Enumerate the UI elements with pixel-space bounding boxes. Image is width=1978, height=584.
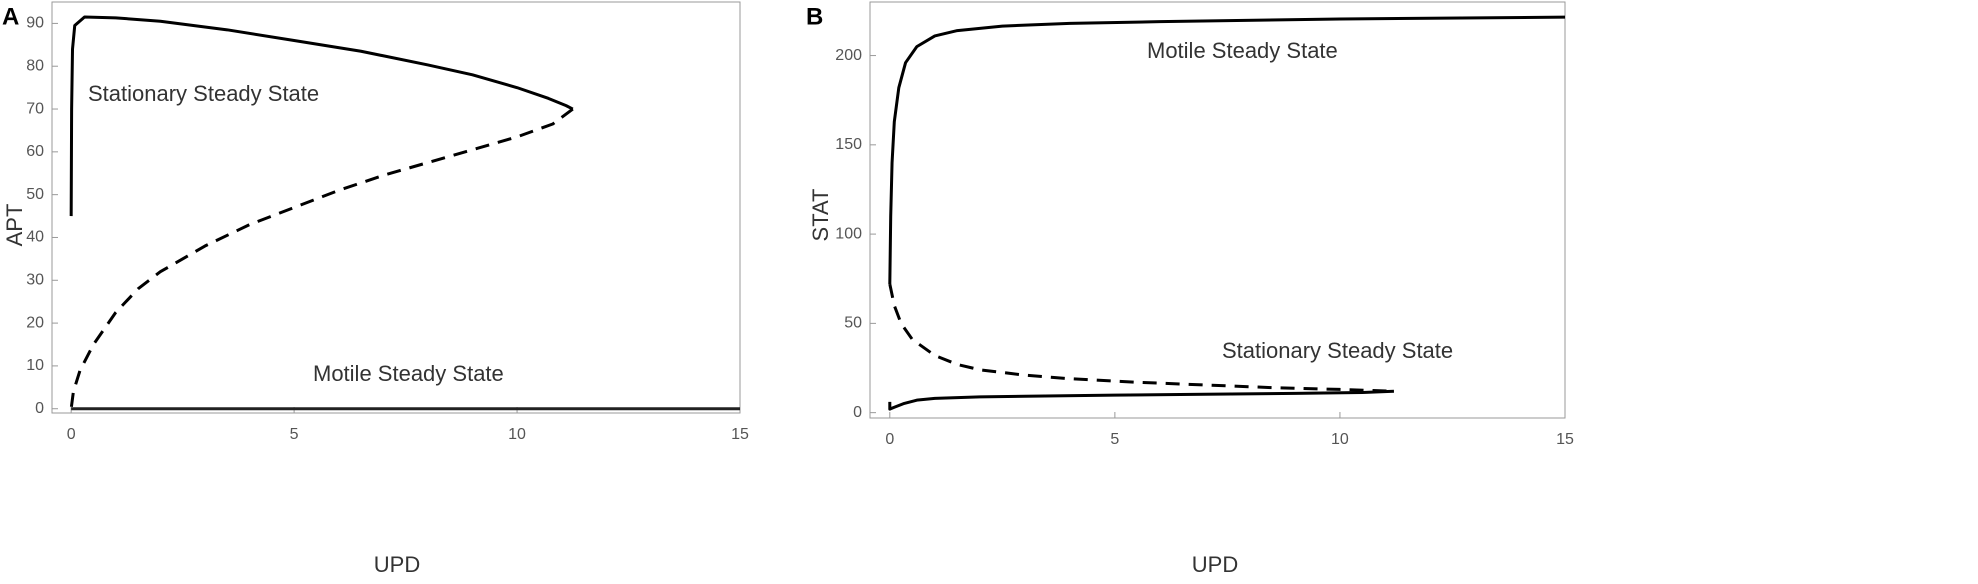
y-tick-label: 60: [26, 143, 44, 160]
x-tick-label: 15: [1556, 431, 1574, 448]
curve: [888, 389, 1395, 411]
x-axis-label: UPD: [374, 552, 420, 577]
plot-frame: [51, 1, 741, 414]
x-tick-label: 0: [67, 426, 76, 443]
panel-label: A: [2, 3, 19, 30]
curve: [888, 283, 1394, 393]
annotation: Motile Steady State: [1147, 38, 1338, 63]
y-tick-label: 0: [853, 404, 862, 421]
plot-frame: [869, 1, 1566, 419]
y-tick-label: 150: [835, 136, 862, 153]
y-tick-label: 10: [26, 357, 44, 374]
y-tick-label: 50: [844, 315, 862, 332]
annotation: Motile Steady State: [313, 361, 504, 386]
y-tick-label: 40: [26, 229, 44, 246]
curve: [69, 107, 574, 409]
x-tick-label: 10: [1331, 431, 1349, 448]
panel-label: B: [806, 3, 823, 30]
y-tick-label: 200: [835, 47, 862, 64]
x-tick-label: 15: [731, 426, 749, 443]
annotation: Stationary Steady State: [88, 81, 319, 106]
y-tick-label: 0: [35, 400, 44, 417]
y-tick-label: 50: [26, 186, 44, 203]
x-axis-label: UPD: [1192, 552, 1238, 577]
y-tick-label: 80: [26, 57, 44, 74]
curve: [69, 15, 574, 217]
y-tick-label: 70: [26, 100, 44, 117]
x-tick-label: 10: [508, 426, 526, 443]
y-tick-label: 90: [26, 15, 44, 32]
y-tick-label: 20: [26, 314, 44, 331]
x-tick-label: 0: [885, 431, 894, 448]
x-tick-label: 5: [1110, 431, 1119, 448]
curve: [888, 15, 1566, 285]
y-tick-label: 100: [835, 225, 862, 242]
y-axis-label: STAT: [808, 189, 833, 242]
y-axis-label: APT: [2, 204, 27, 247]
x-tick-label: 5: [290, 426, 299, 443]
y-tick-label: 30: [26, 272, 44, 289]
annotation: Stationary Steady State: [1222, 338, 1453, 363]
